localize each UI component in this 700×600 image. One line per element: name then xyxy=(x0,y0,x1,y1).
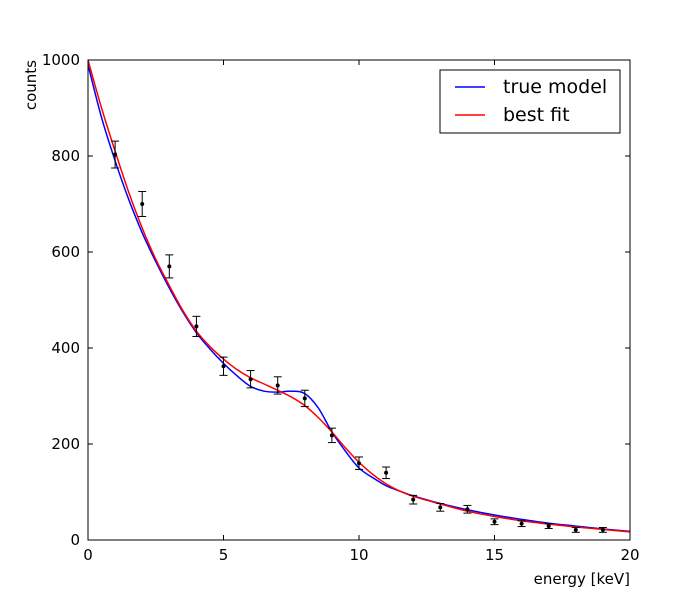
data-point xyxy=(302,396,307,401)
data-point xyxy=(194,324,199,329)
data-point xyxy=(600,527,605,532)
data-point xyxy=(438,505,443,510)
data-point xyxy=(221,364,226,369)
legend: true model best fit xyxy=(439,69,621,134)
data-point xyxy=(384,470,389,475)
data-point xyxy=(248,377,253,382)
data-point xyxy=(357,461,361,466)
data-point xyxy=(573,527,578,532)
x-tick-label: 15 xyxy=(485,546,504,564)
data-point xyxy=(546,524,551,529)
plot-area-frame xyxy=(87,59,631,541)
y-tick-label: 1000 xyxy=(42,51,80,69)
data-point xyxy=(275,383,280,388)
x-tick-label: 10 xyxy=(349,546,368,564)
y-tick-label: 400 xyxy=(51,339,80,357)
y-axis-label: counts xyxy=(22,60,40,110)
legend-label-best-fit: best fit xyxy=(503,104,570,126)
y-tick-label: 800 xyxy=(51,147,80,165)
y-tick-label: 600 xyxy=(51,243,80,261)
x-tick-label: 20 xyxy=(620,546,639,564)
data-point xyxy=(113,152,118,157)
x-axis-label: energy [keV] xyxy=(534,570,630,588)
x-tick-label: 0 xyxy=(83,546,93,564)
data-point xyxy=(167,264,172,269)
x-tick-label: 5 xyxy=(219,546,229,564)
data-point xyxy=(329,433,334,438)
legend-label-true-model: true model xyxy=(503,76,607,98)
errorbar-layer xyxy=(111,140,607,533)
data-point xyxy=(411,497,416,502)
data-point xyxy=(492,519,497,524)
y-tick-label: 0 xyxy=(70,531,80,549)
data-point xyxy=(140,202,145,206)
y-tick-label: 200 xyxy=(51,435,80,453)
legend-frame xyxy=(439,69,621,134)
data-point xyxy=(519,521,524,526)
data-point xyxy=(465,507,470,512)
